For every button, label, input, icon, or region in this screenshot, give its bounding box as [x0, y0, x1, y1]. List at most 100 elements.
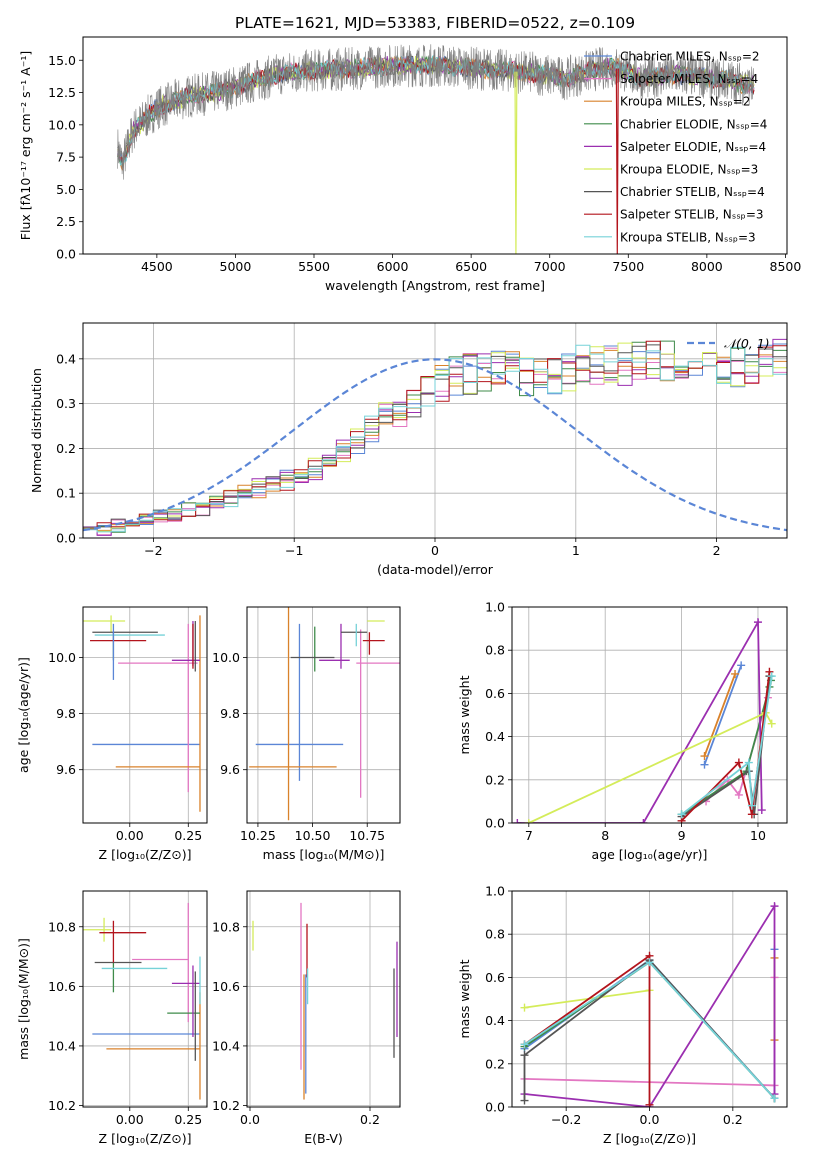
x-tick-label: 7 [525, 828, 533, 843]
histogram-series [83, 340, 787, 530]
spectrum-dip [514, 71, 518, 254]
y-tick-label: 1.0 [485, 884, 505, 899]
y-tick-label: 0.1 [56, 486, 76, 501]
x-tick-label: 6500 [455, 259, 487, 274]
y-tick-label: 0.4 [56, 351, 76, 366]
y-tick-label: 0.0 [56, 247, 76, 262]
y-axis-label: mass [log₁₀(M/M⊙)] [16, 938, 31, 1060]
y-tick-label: 0.0 [485, 1100, 505, 1115]
y-tick-label: 0.2 [56, 441, 76, 456]
weight-line [528, 711, 773, 823]
spectrum-lines [117, 44, 755, 254]
x-tick-label: 0.00 [116, 828, 144, 843]
histogram-series [83, 344, 787, 533]
weight-marker [770, 902, 779, 911]
histogram-legend: 𝒩(0, 1) [687, 336, 770, 351]
frame-age-vs-mass [246, 606, 401, 824]
histogram-frame [82, 322, 788, 539]
histogram-series [83, 340, 787, 532]
weight-marker [757, 806, 766, 815]
x-axis-label: E(B-V) [304, 1131, 343, 1146]
weight-marker [645, 1100, 654, 1107]
weight-marker [747, 801, 756, 810]
errorbars-age-vs-Z [83, 615, 201, 812]
x-tick-label: 0.00 [116, 1112, 144, 1127]
normal-curve [83, 358, 787, 532]
legend-label: Salpeter MILES, Nₛₛₚ=4 [620, 72, 758, 86]
x-tick-label: 10.25 [240, 828, 276, 843]
x-tick-label: 0.2 [723, 1112, 743, 1127]
spectrum-dip [615, 68, 619, 254]
y-tick-label: 10.4 [212, 1038, 240, 1053]
x-axis-label: wavelength [Angstrom, rest frame] [325, 278, 545, 293]
x-axis-label: age [log₁₀(age/yr)] [592, 847, 708, 862]
weight-marker [770, 1094, 779, 1103]
y-axis-label: Flux [fλ10⁻¹⁷ erg cm⁻² s⁻¹ A⁻¹] [18, 51, 33, 240]
x-tick-label: 0.0 [640, 1112, 660, 1127]
weight-marker [747, 810, 756, 819]
y-tick-label: 0.0 [56, 531, 76, 546]
x-tick-label: 8000 [691, 259, 723, 274]
y-tick-label: 0.2 [485, 1056, 505, 1071]
y-tick-label: 0.2 [485, 772, 505, 787]
spectrum-legend: Chabrier MILES, Nₛₛₚ=2 Salpeter MILES, Nₛ… [584, 50, 767, 244]
x-tick-label: 10 [750, 828, 766, 843]
histogram-series [83, 343, 787, 530]
legend-label: Chabrier ELODIE, Nₛₛₚ=4 [620, 117, 767, 131]
legend-label: Kroupa STELIB, Nₛₛₚ=3 [620, 230, 756, 244]
x-tick-label: 0.25 [174, 1112, 202, 1127]
frame-massweight-vs-Z [511, 890, 788, 1108]
axes-age-vs-mass: 10.25 10.50 10.75 9.6 9.8 10.0 mass [log₁₀(M/M… [212, 607, 400, 862]
axes-residuals: −2 −1 0 1 2 0.0 0.1 0.2 0.3 0.4 (data-model)/error… [29, 323, 787, 577]
weight-marker [645, 958, 654, 967]
weight-marker [639, 819, 648, 823]
y-axis-label: age [log₁₀(age/yr)] [16, 657, 31, 773]
weight-marker [520, 1040, 529, 1049]
x-tick-label: 2 [713, 543, 721, 558]
weight-marker [700, 760, 709, 769]
histogram-series [83, 339, 787, 536]
legend-label: Chabrier MILES, Nₛₛₚ=2 [620, 50, 760, 64]
y-tick-label: 10.2 [212, 1098, 240, 1113]
y-tick-label: 9.6 [220, 762, 240, 777]
x-tick-label: 8500 [770, 259, 802, 274]
weight-marker [524, 819, 533, 823]
y-axis-label: mass weight [457, 959, 472, 1038]
weight-marker [520, 1051, 529, 1060]
weight-marker [513, 819, 522, 823]
y-tick-label: 10.0 [212, 650, 240, 665]
x-axis-label: (data-model)/error [377, 562, 494, 577]
weight-marker [744, 758, 753, 767]
histogram-steps [83, 338, 787, 536]
histogram-series [83, 338, 787, 536]
x-tick-label: −1 [285, 543, 303, 558]
y-tick-label: 9.8 [56, 706, 76, 721]
axes-mass-vs-Z: 0.00 0.25 10.2 10.4 10.6 10.8 Z [log₁₀(Z/Z⊙)] m… [16, 891, 207, 1146]
y-tick-label: 10.6 [48, 979, 76, 994]
legend-label: Kroupa ELODIE, Nₛₛₚ=3 [620, 163, 758, 177]
y-tick-label: 0.4 [485, 729, 505, 744]
lines-massweight-vs-age [513, 618, 776, 823]
lines-massweight-vs-Z [520, 902, 779, 1107]
x-tick-label: 7500 [612, 259, 644, 274]
weight-marker [520, 1096, 529, 1105]
x-tick-label: 5500 [298, 259, 330, 274]
x-tick-label: −0.2 [551, 1112, 581, 1127]
weight-marker [737, 661, 746, 670]
x-tick-label: 1 [572, 543, 580, 558]
frame-age-vs-Z [82, 606, 208, 824]
y-tick-label: 15.0 [48, 53, 76, 68]
weight-marker [753, 618, 762, 627]
spectrum-frame [82, 36, 788, 255]
legend-label: Salpeter STELIB, Nₛₛₚ=3 [620, 208, 764, 222]
weight-line [681, 675, 773, 816]
y-tick-label: 0.6 [485, 686, 505, 701]
x-axis-label: Z [log₁₀(Z/Z⊙)] [603, 1131, 696, 1146]
errorbars-mass-vs-Z [83, 902, 201, 1100]
y-tick-label: 0.6 [485, 970, 505, 985]
x-axis-label: mass [log₁₀(M/M⊙)] [263, 847, 385, 862]
x-tick-label: 4500 [141, 259, 173, 274]
weight-marker [767, 672, 776, 681]
x-axis-label: Z [log₁₀(Z/Z⊙)] [99, 847, 192, 862]
y-tick-label: 12.5 [48, 85, 76, 100]
